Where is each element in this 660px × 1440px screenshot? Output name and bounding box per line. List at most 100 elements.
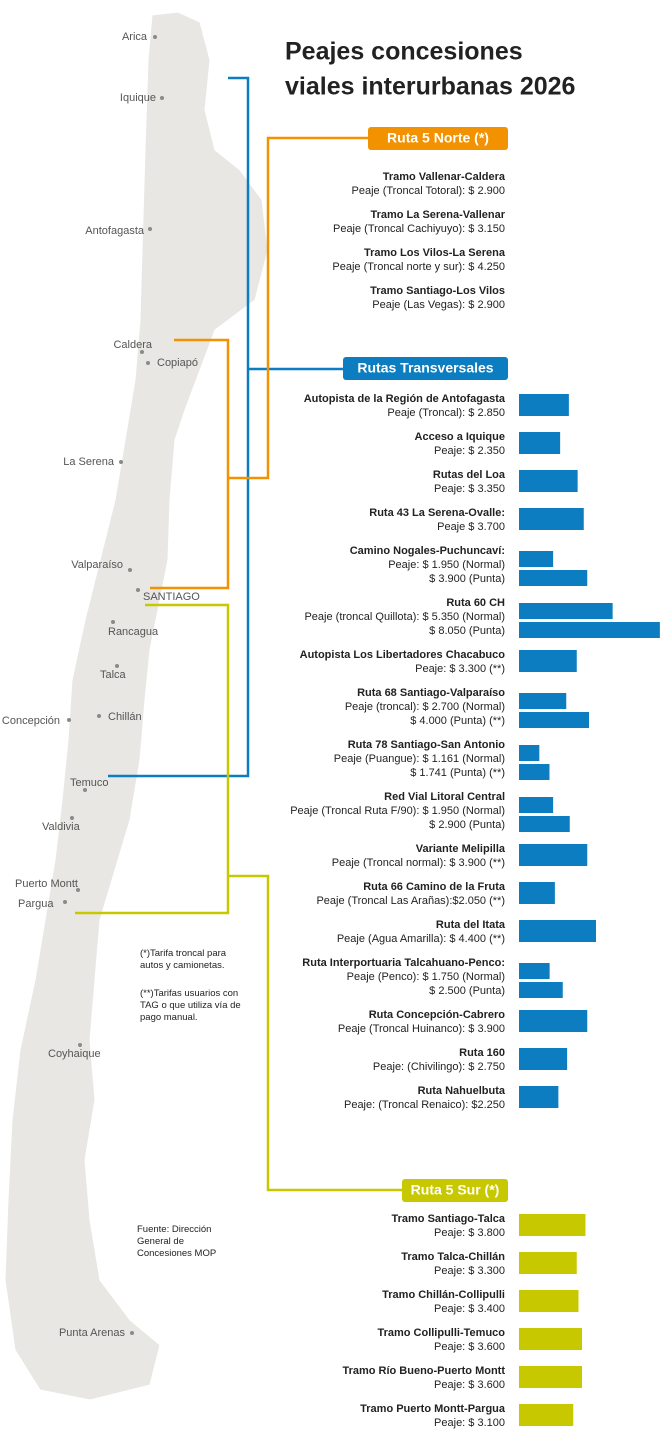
- item-name: Acceso a Iquique: [415, 431, 505, 443]
- item-name: Autopista Los Libertadores Chacabuco: [300, 649, 506, 661]
- item-price: Peaje (Troncal norte y sur): $ 4.250: [332, 261, 505, 273]
- toll-bar: [519, 816, 570, 832]
- city-label: Valparaíso: [71, 559, 123, 571]
- map-chile: [4, 11, 269, 1401]
- toll-bar: [519, 693, 567, 709]
- section-header: [402, 1179, 508, 1202]
- item-price: Peaje: $ 3.300: [434, 1265, 505, 1277]
- item-price: Peaje: $ 1.950 (Normal): [388, 559, 505, 571]
- item-price: $ 1.741 (Punta) (**): [410, 767, 505, 779]
- city-dot: [111, 620, 115, 624]
- city-label: Pargua: [18, 898, 54, 910]
- section-header: [368, 127, 508, 150]
- item-name: Ruta 60 CH: [446, 597, 505, 609]
- city-dot: [148, 227, 152, 231]
- title: Peajes concesiones: [285, 38, 523, 66]
- city-dot: [136, 588, 140, 592]
- item-price: Peaje: $ 3.300 (**): [415, 663, 505, 675]
- toll-bar: [519, 394, 569, 416]
- item-price: Peaje: $ 3.350: [434, 483, 505, 495]
- item-price: Peaje (troncal): $ 2.700 (Normal): [345, 701, 505, 713]
- item-price: Peaje: $ 3.800: [434, 1227, 505, 1239]
- toll-bar: [519, 432, 561, 454]
- item-name: Ruta Concepción-Cabrero: [369, 1009, 506, 1021]
- item-name: Tramo Santiago-Talca: [392, 1213, 506, 1225]
- toll-bar: [519, 920, 596, 942]
- city-dot: [130, 1331, 134, 1335]
- item-name: Tramo Los Vilos-La Serena: [364, 247, 506, 259]
- city-dot: [78, 1043, 82, 1047]
- toll-bar: [519, 551, 554, 567]
- item-name: Tramo Chillán-Collipulli: [382, 1289, 505, 1301]
- item-price: Peaje (Troncal Ruta F/90): $ 1.950 (Norm…: [290, 805, 505, 817]
- item-price: Peaje: $ 2.350: [434, 445, 505, 457]
- toll-bar: [519, 622, 660, 638]
- toll-bar: [519, 844, 588, 866]
- city-dot: [67, 718, 71, 722]
- toll-bar: [519, 508, 584, 530]
- toll-bar: [519, 982, 563, 998]
- city-label: Copiapó: [157, 357, 198, 369]
- item-name: Ruta 68 Santiago-Valparaíso: [357, 687, 505, 699]
- city-dot: [83, 788, 87, 792]
- item-name: Tramo Puerto Montt-Pargua: [360, 1403, 506, 1415]
- note: (**)Tarifas usuarios con TAG o que utili…: [140, 988, 241, 1023]
- city-dot: [146, 361, 150, 365]
- city-dot: [76, 888, 80, 892]
- item-name: Tramo Talca-Chillán: [401, 1251, 505, 1263]
- toll-bar: [519, 1328, 582, 1350]
- item-price: Peaje (Penco): $ 1.750 (Normal): [347, 971, 505, 983]
- item-name: Ruta 78 Santiago-San Antonio: [348, 739, 506, 751]
- city-dot: [160, 96, 164, 100]
- city-label: Chillán: [108, 711, 142, 723]
- toll-bar: [519, 1010, 588, 1032]
- item-name: Ruta 66 Camino de la Fruta: [363, 881, 506, 893]
- item-price: Peaje (Agua Amarilla): $ 4.400 (**): [337, 933, 505, 945]
- item-price: Peaje (Troncal Totoral): $ 2.900: [352, 185, 505, 197]
- toll-bar: [519, 1048, 568, 1070]
- city-label: Punta Arenas: [59, 1327, 126, 1339]
- city-dot: [119, 460, 123, 464]
- item-price: $ 8.050 (Punta): [429, 625, 505, 637]
- item-price: Peaje: (Chivilingo): $ 2.750: [373, 1061, 505, 1073]
- item-price: Peaje: $ 3.400: [434, 1303, 505, 1315]
- city-dot: [140, 350, 144, 354]
- connectors: [75, 76, 402, 1192]
- item-name: Ruta 160: [459, 1047, 505, 1059]
- toll-bar: [519, 1404, 574, 1426]
- item-name: Camino Nogales-Puchuncaví:: [350, 545, 505, 557]
- item-price: Peaje (Puangue): $ 1.161 (Normal): [334, 753, 505, 765]
- item-price: $ 2.900 (Punta): [429, 819, 505, 831]
- item-name: Variante Melipilla: [416, 843, 506, 855]
- item-price: $ 2.500 (Punta): [429, 985, 505, 997]
- item-name: Rutas del Loa: [433, 469, 506, 481]
- item-name: Tramo Collipulli-Temuco: [377, 1327, 505, 1339]
- toll-bar: [519, 882, 555, 904]
- item-price: Peaje: $ 3.100: [434, 1417, 505, 1429]
- toll-bar: [519, 797, 554, 813]
- city-label: Temuco: [70, 777, 109, 789]
- city-label: Valdivia: [42, 821, 81, 833]
- toll-bar: [519, 712, 589, 728]
- city-dot: [128, 568, 132, 572]
- city-label: Antofagasta: [85, 225, 145, 237]
- item-price: Peaje: $ 3.600: [434, 1379, 505, 1391]
- city-label: Talca: [100, 669, 127, 681]
- toll-bar: [519, 470, 578, 492]
- item-name: Ruta Nahuelbuta: [418, 1085, 506, 1097]
- item-price: $ 4.000 (Punta) (**): [410, 715, 505, 727]
- section-title: Ruta 5 Sur (*): [411, 1182, 500, 1198]
- item-price: $ 3.900 (Punta): [429, 573, 505, 585]
- toll-bar: [519, 1086, 559, 1108]
- item-price: Peaje: $ 3.600: [434, 1341, 505, 1353]
- toll-bar: [519, 1366, 582, 1388]
- item-name: Ruta 43 La Serena-Ovalle:: [369, 507, 505, 519]
- toll-bar: [519, 650, 577, 672]
- note: (*)Tarifa troncal para autos y camioneta…: [140, 948, 227, 971]
- item-price: Peaje (troncal Quillota): $ 5.350 (Norma…: [304, 611, 505, 623]
- city-label: Puerto Montt: [15, 878, 78, 890]
- item-price: Peaje: (Troncal Renaico): $2.250: [344, 1099, 505, 1111]
- item-price: Peaje (Troncal Cachiyuyo): $ 3.150: [333, 223, 505, 235]
